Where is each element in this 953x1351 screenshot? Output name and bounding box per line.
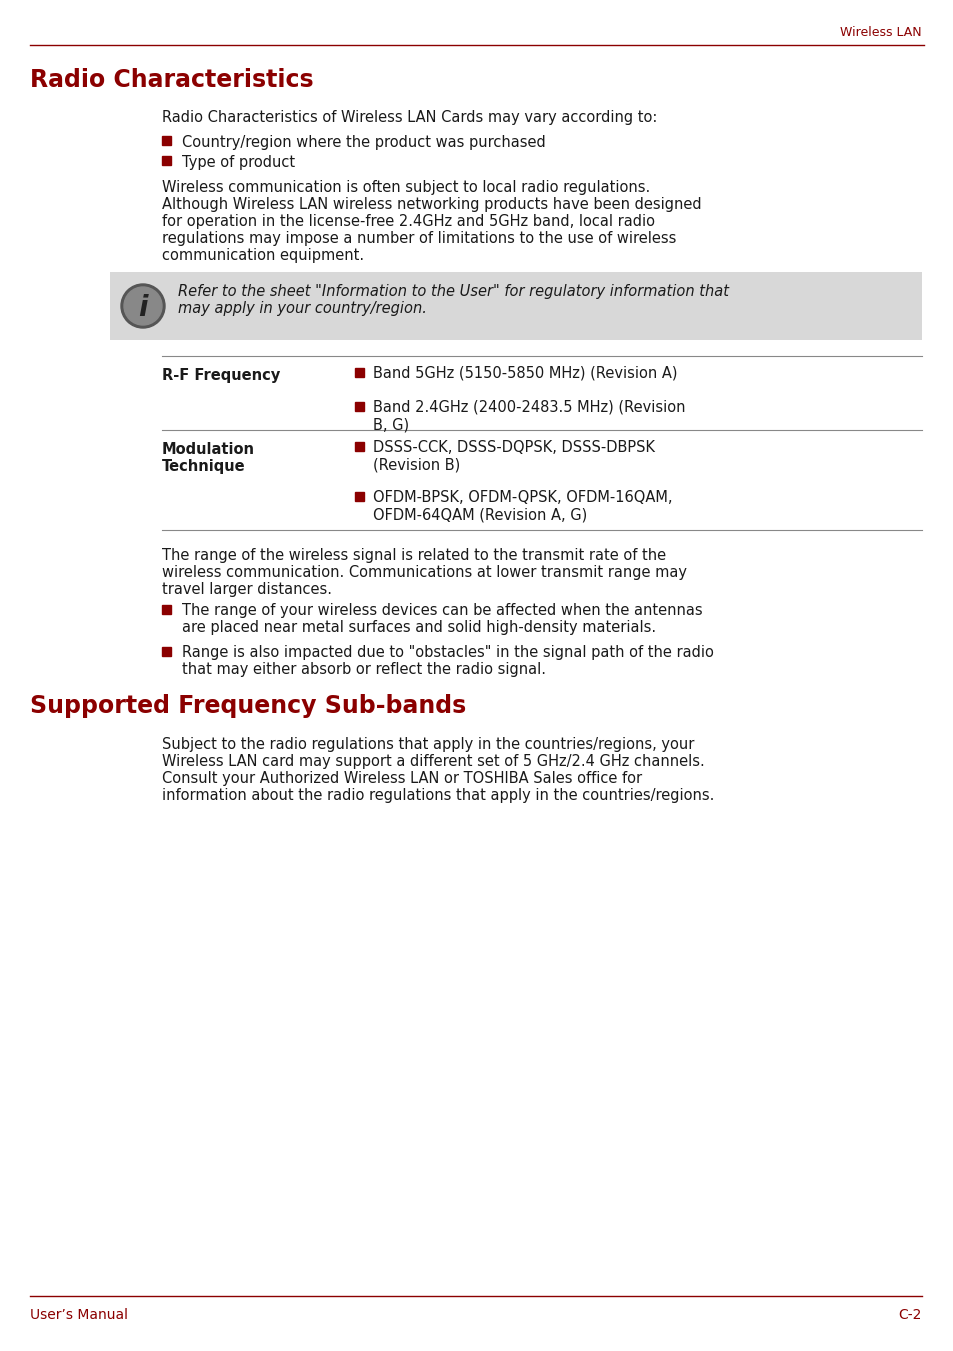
Text: User’s Manual: User’s Manual: [30, 1308, 128, 1323]
Text: Type of product: Type of product: [182, 155, 294, 170]
Bar: [162, 155, 171, 165]
Text: Band 2.4GHz (2400-2483.5 MHz) (Revision: Band 2.4GHz (2400-2483.5 MHz) (Revision: [373, 400, 685, 415]
Text: communication equipment.: communication equipment.: [162, 249, 364, 263]
Circle shape: [124, 286, 162, 326]
Text: C-2: C-2: [898, 1308, 921, 1323]
Bar: [162, 135, 171, 145]
Text: Consult your Authorized Wireless LAN or TOSHIBA Sales office for: Consult your Authorized Wireless LAN or …: [162, 771, 641, 786]
Bar: [355, 442, 364, 450]
Bar: [162, 647, 171, 655]
Bar: [110, 272, 921, 340]
Text: The range of the wireless signal is related to the transmit rate of the: The range of the wireless signal is rela…: [162, 549, 665, 563]
Text: information about the radio regulations that apply in the countries/regions.: information about the radio regulations …: [162, 788, 714, 802]
Text: for operation in the license-free 2.4GHz and 5GHz band, local radio: for operation in the license-free 2.4GHz…: [162, 213, 655, 230]
Text: Radio Characteristics of Wireless LAN Cards may vary according to:: Radio Characteristics of Wireless LAN Ca…: [162, 109, 657, 126]
Text: may apply in your country/region.: may apply in your country/region.: [178, 301, 426, 316]
Text: i: i: [138, 295, 148, 322]
Text: are placed near metal surfaces and solid high-density materials.: are placed near metal surfaces and solid…: [182, 620, 656, 635]
Text: Range is also impacted due to "obstacles" in the signal path of the radio: Range is also impacted due to "obstacles…: [182, 644, 713, 661]
Bar: [355, 401, 364, 411]
Text: Radio Characteristics: Radio Characteristics: [30, 68, 314, 92]
Text: travel larger distances.: travel larger distances.: [162, 582, 332, 597]
Text: Refer to the sheet "Information to the User" for regulatory information that: Refer to the sheet "Information to the U…: [178, 284, 728, 299]
Bar: [355, 492, 364, 500]
Bar: [355, 367, 364, 377]
Text: Technique: Technique: [162, 459, 245, 474]
Text: Country/region where the product was purchased: Country/region where the product was pur…: [182, 135, 545, 150]
Text: Supported Frequency Sub-bands: Supported Frequency Sub-bands: [30, 694, 466, 717]
Circle shape: [121, 284, 165, 328]
Text: Band 5GHz (5150-5850 MHz) (Revision A): Band 5GHz (5150-5850 MHz) (Revision A): [373, 366, 677, 381]
Text: Wireless communication is often subject to local radio regulations.: Wireless communication is often subject …: [162, 180, 650, 195]
Text: DSSS-CCK, DSSS-DQPSK, DSSS-DBPSK: DSSS-CCK, DSSS-DQPSK, DSSS-DBPSK: [373, 440, 655, 455]
Text: Modulation: Modulation: [162, 442, 254, 457]
Text: Although Wireless LAN wireless networking products have been designed: Although Wireless LAN wireless networkin…: [162, 197, 700, 212]
Text: OFDM-BPSK, OFDM-QPSK, OFDM-16QAM,: OFDM-BPSK, OFDM-QPSK, OFDM-16QAM,: [373, 490, 672, 505]
Text: Wireless LAN card may support a different set of 5 GHz/2.4 GHz channels.: Wireless LAN card may support a differen…: [162, 754, 704, 769]
Text: R-F Frequency: R-F Frequency: [162, 367, 280, 382]
Text: (Revision B): (Revision B): [373, 457, 459, 471]
Text: The range of your wireless devices can be affected when the antennas: The range of your wireless devices can b…: [182, 603, 702, 617]
Text: wireless communication. Communications at lower transmit range may: wireless communication. Communications a…: [162, 565, 686, 580]
Text: regulations may impose a number of limitations to the use of wireless: regulations may impose a number of limit…: [162, 231, 676, 246]
Text: OFDM-64QAM (Revision A, G): OFDM-64QAM (Revision A, G): [373, 507, 587, 521]
Text: that may either absorb or reflect the radio signal.: that may either absorb or reflect the ra…: [182, 662, 545, 677]
Text: Subject to the radio regulations that apply in the countries/regions, your: Subject to the radio regulations that ap…: [162, 738, 694, 753]
Text: B, G): B, G): [373, 417, 409, 432]
Text: Wireless LAN: Wireless LAN: [840, 27, 921, 39]
Bar: [162, 604, 171, 613]
